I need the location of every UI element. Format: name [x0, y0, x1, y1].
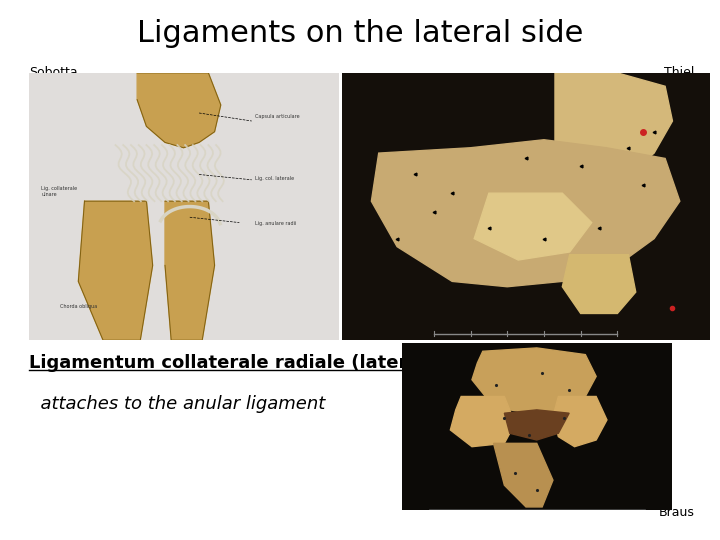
- Text: Thiel: Thiel: [665, 66, 695, 79]
- Polygon shape: [78, 201, 153, 340]
- Polygon shape: [504, 410, 570, 440]
- Polygon shape: [562, 255, 636, 313]
- Text: Ligaments on the lateral side: Ligaments on the lateral side: [137, 19, 583, 48]
- Text: Chorda obliqua: Chorda obliqua: [60, 304, 97, 309]
- Polygon shape: [553, 396, 607, 447]
- Text: Capsula articulare: Capsula articulare: [255, 114, 300, 119]
- Polygon shape: [165, 201, 215, 340]
- Polygon shape: [555, 73, 672, 180]
- Text: attaches to the anular ligament: attaches to the anular ligament: [29, 395, 325, 413]
- Polygon shape: [451, 396, 516, 447]
- Text: Braus: Braus: [659, 507, 695, 519]
- Text: Ligamentum collaterale radiale (laterale):: Ligamentum collaterale radiale (laterale…: [29, 354, 453, 372]
- Polygon shape: [137, 73, 221, 148]
- Text: Lig. collaterale
ulnare: Lig. collaterale ulnare: [41, 186, 77, 197]
- Polygon shape: [472, 348, 596, 413]
- Text: Sobotta: Sobotta: [29, 66, 78, 79]
- Text: Lig. col. laterale: Lig. col. laterale: [255, 176, 294, 181]
- Polygon shape: [474, 193, 592, 260]
- Polygon shape: [494, 443, 553, 507]
- Text: Lig. anulare radii: Lig. anulare radii: [255, 221, 296, 226]
- Polygon shape: [372, 140, 680, 287]
